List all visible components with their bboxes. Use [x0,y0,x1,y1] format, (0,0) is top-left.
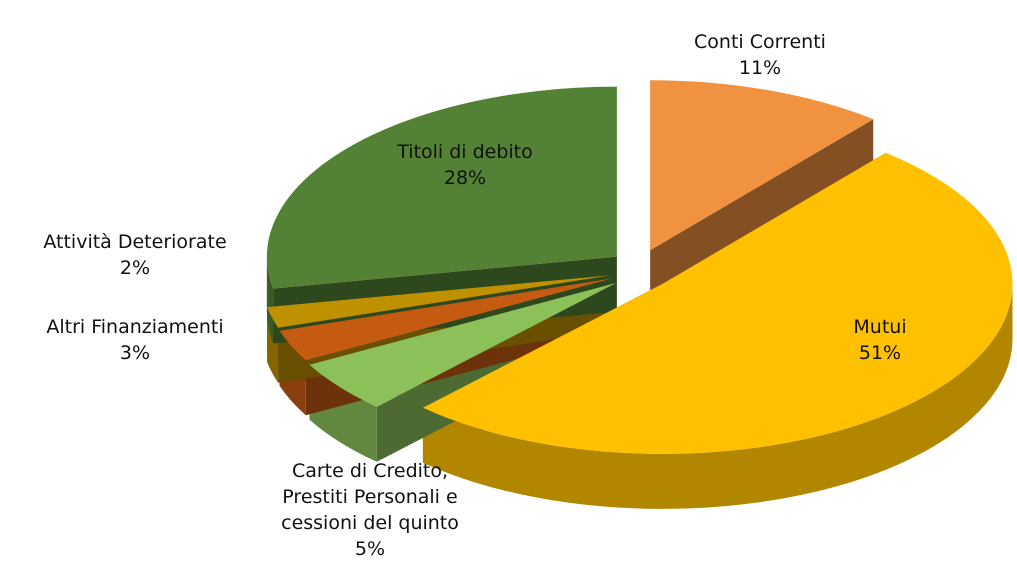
slice-label: Conti Correnti [694,31,826,53]
slice-wall [266,256,274,344]
slice-value-label: 51% [858,342,902,364]
slice-label: Attività Deteriorate [43,231,227,253]
slice [279,278,613,361]
slice [422,152,1013,454]
slice [266,86,617,289]
slice-label: Altri Finanziamenti [46,316,224,338]
slice-value-label: 2% [119,257,151,279]
slice [650,80,874,251]
slice-value-label: 3% [119,342,151,364]
slice-wall [422,283,1013,509]
slice-value-label: 5% [354,538,386,560]
slice-value-label: 28% [443,167,487,189]
slice-label: Mutui [853,316,907,338]
slice [267,275,611,328]
slice-value-label: 11% [738,57,782,79]
slice [309,282,617,407]
slice-label: Titoli di debito [397,141,533,163]
slice-label: Carte di Credito, Prestiti Personali e c… [281,460,459,534]
